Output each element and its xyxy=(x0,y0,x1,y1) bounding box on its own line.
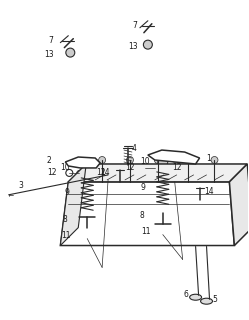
Circle shape xyxy=(106,172,111,177)
Circle shape xyxy=(66,170,73,176)
Circle shape xyxy=(81,227,93,238)
Circle shape xyxy=(183,221,197,235)
Circle shape xyxy=(156,221,170,235)
Circle shape xyxy=(81,221,95,235)
Ellipse shape xyxy=(100,167,118,175)
Text: 5: 5 xyxy=(212,295,217,304)
Circle shape xyxy=(157,223,169,235)
Text: 13: 13 xyxy=(45,50,54,59)
Text: 6: 6 xyxy=(184,290,188,299)
Circle shape xyxy=(81,161,86,165)
Circle shape xyxy=(229,213,239,223)
Circle shape xyxy=(99,156,106,164)
Circle shape xyxy=(184,156,191,164)
Text: 10: 10 xyxy=(60,164,70,172)
Circle shape xyxy=(77,171,82,175)
Text: 4: 4 xyxy=(132,144,137,153)
Ellipse shape xyxy=(201,298,212,304)
Text: 14: 14 xyxy=(100,168,110,177)
Text: 12: 12 xyxy=(96,168,106,177)
Circle shape xyxy=(109,224,117,232)
Polygon shape xyxy=(229,164,249,245)
Text: 9: 9 xyxy=(141,183,146,192)
Circle shape xyxy=(143,40,152,49)
Polygon shape xyxy=(148,150,200,164)
Ellipse shape xyxy=(190,294,202,300)
Text: 11: 11 xyxy=(141,227,150,236)
Text: 2: 2 xyxy=(46,156,51,165)
Polygon shape xyxy=(60,164,86,245)
Circle shape xyxy=(172,155,177,159)
Polygon shape xyxy=(60,182,234,245)
Circle shape xyxy=(106,221,120,235)
Circle shape xyxy=(163,165,168,171)
Circle shape xyxy=(210,224,218,232)
Circle shape xyxy=(152,165,157,171)
Text: 12: 12 xyxy=(172,164,181,172)
Text: 12: 12 xyxy=(47,168,57,177)
Circle shape xyxy=(159,224,167,232)
Text: 7: 7 xyxy=(132,21,137,30)
Text: 12: 12 xyxy=(125,164,134,172)
Circle shape xyxy=(186,224,194,232)
Ellipse shape xyxy=(194,167,211,175)
Text: 11: 11 xyxy=(61,231,71,240)
Text: 10: 10 xyxy=(140,157,150,166)
Polygon shape xyxy=(65,157,100,168)
Circle shape xyxy=(141,164,148,172)
Text: 8: 8 xyxy=(62,215,67,224)
Text: 14: 14 xyxy=(204,187,214,196)
Circle shape xyxy=(211,156,218,164)
Circle shape xyxy=(207,221,221,235)
Text: 8: 8 xyxy=(140,211,145,220)
Circle shape xyxy=(134,224,142,232)
Circle shape xyxy=(66,48,75,57)
Circle shape xyxy=(158,157,168,167)
Circle shape xyxy=(84,224,92,232)
Circle shape xyxy=(226,210,242,226)
Circle shape xyxy=(170,152,180,162)
Circle shape xyxy=(78,158,88,168)
Text: 9: 9 xyxy=(64,188,69,197)
Text: 3: 3 xyxy=(19,181,23,190)
Circle shape xyxy=(131,221,145,235)
Text: 7: 7 xyxy=(48,36,53,45)
Ellipse shape xyxy=(162,167,180,175)
Polygon shape xyxy=(68,164,247,182)
Text: 1: 1 xyxy=(206,154,211,163)
Circle shape xyxy=(82,163,92,173)
Text: 13: 13 xyxy=(128,42,138,51)
Circle shape xyxy=(126,156,133,164)
Ellipse shape xyxy=(130,167,148,175)
Circle shape xyxy=(88,171,93,175)
Circle shape xyxy=(154,156,161,164)
